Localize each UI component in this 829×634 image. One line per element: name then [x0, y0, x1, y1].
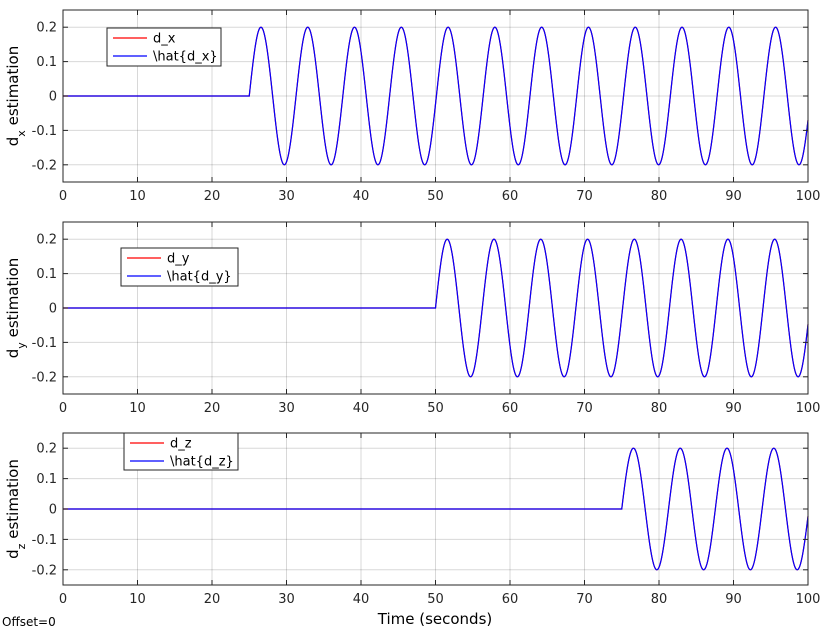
- x-tick-label: 50: [427, 592, 444, 607]
- y-tick-label: 0.1: [36, 55, 57, 70]
- x-tick-label: 10: [129, 189, 146, 204]
- y-tick-label: 0: [49, 503, 57, 518]
- x-tick-label: 60: [502, 401, 519, 416]
- y-tick-label: -0.1: [32, 533, 57, 548]
- y-tick-label: -0.2: [32, 158, 57, 173]
- x-tick-label: 40: [353, 189, 370, 204]
- legend-label: \hat{d_z}: [170, 455, 234, 470]
- legend-label: \hat{d_y}: [167, 270, 232, 285]
- legend-label: d_z: [170, 437, 192, 452]
- x-axis-label: Time (seconds): [377, 610, 493, 628]
- legend-label: d_y: [167, 252, 190, 267]
- x-tick-label: 20: [204, 401, 221, 416]
- x-tick-label: 90: [725, 592, 742, 607]
- y-tick-label: 0.1: [36, 267, 57, 282]
- x-tick-label: 30: [278, 592, 295, 607]
- x-tick-label: 40: [353, 401, 370, 416]
- y-tick-label: -0.2: [32, 370, 57, 385]
- x-tick-label: 100: [796, 189, 821, 204]
- x-tick-label: 30: [278, 401, 295, 416]
- x-tick-label: 80: [651, 401, 668, 416]
- x-tick-label: 70: [576, 401, 593, 416]
- y-tick-label: 0.2: [36, 442, 57, 457]
- x-tick-label: 20: [204, 189, 221, 204]
- y-tick-label: -0.2: [32, 563, 57, 578]
- y-tick-label: 0: [49, 302, 57, 317]
- subplot-2: 0 10 20 30 40 50 60 70 80 90 100 -0.2 -0.1 0 0.1 0.2 dy …: [4, 222, 820, 416]
- y-tick-label: 0.2: [36, 21, 57, 36]
- x-tick-label: 0: [59, 592, 67, 607]
- x-tick-label: 60: [502, 592, 519, 607]
- x-tick-label: 80: [651, 189, 668, 204]
- x-tick-label: 90: [725, 189, 742, 204]
- y-axis-label: dy estimation: [4, 258, 28, 358]
- y-tick-label: -0.1: [32, 124, 57, 139]
- y-axis-label: dx estimation: [4, 46, 28, 146]
- subplot-1: 0 10 20 30 40 50 60 70 80 90 100 -0.2 -0.1 0 0.1 0.2 dx …: [4, 10, 820, 204]
- offset-label: Offset=0: [2, 615, 56, 629]
- x-tick-label: 70: [576, 189, 593, 204]
- legend: d_y \hat{d_y}: [121, 248, 238, 286]
- x-tick-label: 100: [796, 401, 821, 416]
- x-tick-label: 0: [59, 401, 67, 416]
- x-tick-label: 80: [651, 592, 668, 607]
- legend: d_x \hat{d_x}: [107, 28, 221, 66]
- y-tick-label: -0.1: [32, 336, 57, 351]
- x-tick-label: 10: [129, 592, 146, 607]
- x-tick-label: 20: [204, 592, 221, 607]
- y-tick-label: 0: [49, 90, 57, 105]
- x-tick-label: 10: [129, 401, 146, 416]
- subplot-3: 0 10 20 30 40 50 60 70 80 90 100 -0.2 -0.1 0 0.1 0.2 dz …: [4, 433, 820, 607]
- legend-label: d_x: [153, 32, 176, 47]
- x-tick-label: 70: [576, 592, 593, 607]
- legend-label: \hat{d_x}: [153, 50, 218, 65]
- x-tick-label: 0: [59, 189, 67, 204]
- x-tick-label: 50: [427, 401, 444, 416]
- x-tick-label: 40: [353, 592, 370, 607]
- x-tick-label: 100: [796, 592, 821, 607]
- x-tick-label: 90: [725, 401, 742, 416]
- y-tick-label: 0.1: [36, 472, 57, 487]
- x-tick-label: 50: [427, 189, 444, 204]
- x-tick-label: 60: [502, 189, 519, 204]
- y-axis-label: dz estimation: [4, 459, 28, 559]
- y-tick-label: 0.2: [36, 233, 57, 248]
- x-tick-label: 30: [278, 189, 295, 204]
- legend: d_z \hat{d_z}: [124, 433, 238, 470]
